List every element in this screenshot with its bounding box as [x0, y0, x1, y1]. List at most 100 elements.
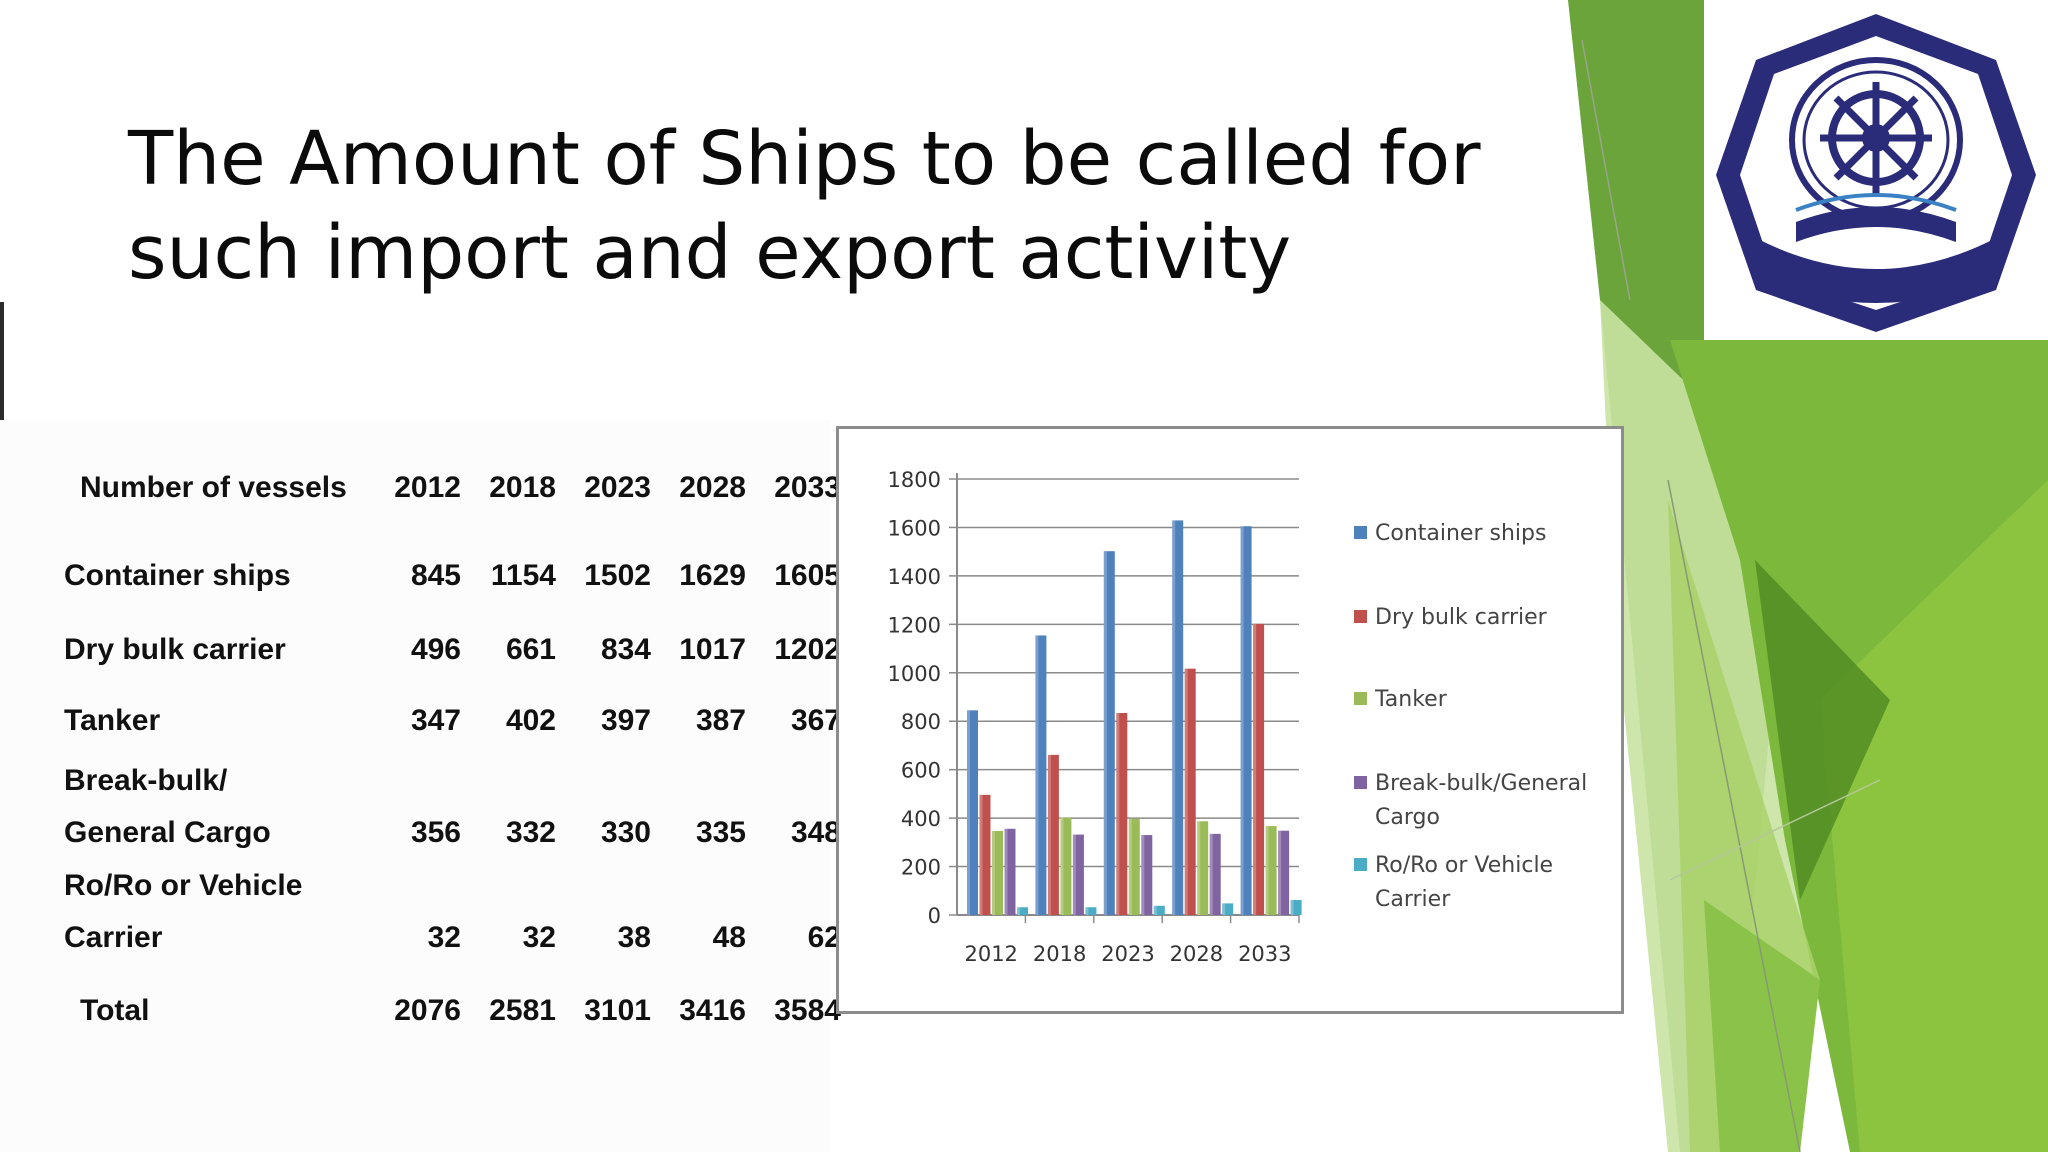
bar-tanker	[1265, 826, 1277, 915]
bar-container-ships	[1172, 520, 1184, 915]
row-label: Container ships	[64, 559, 291, 592]
cell-value: 387	[695, 704, 746, 737]
table-header-label: Number of vessels	[80, 471, 347, 504]
row-label: Carrier	[64, 921, 163, 954]
bar-dry-bulk-carrier	[1184, 668, 1196, 915]
table-row-label-line: Ro/Ro or Vehicle	[64, 859, 841, 913]
legend-label: Break-bulk/General	[1375, 771, 1587, 796]
table-row: Dry bulk carrier 496 661 834 1017 1202	[64, 613, 841, 687]
decorative-green-background	[1560, 0, 2048, 1152]
cell-value: 62	[807, 921, 841, 954]
bar-highlight	[1128, 818, 1132, 915]
bar-tanker	[1197, 821, 1209, 915]
bar-highlight	[992, 830, 995, 915]
cell-value: 335	[695, 816, 746, 849]
bar-highlight	[1240, 526, 1244, 915]
cell-value: 32	[427, 921, 461, 954]
bar-highlight	[1085, 907, 1089, 915]
bar-highlight	[1153, 905, 1157, 915]
bar-break-bulk-general-cargo	[1209, 833, 1221, 915]
cell-value: 845	[410, 559, 461, 592]
total-value: 2076	[394, 994, 461, 1027]
bar-break-bulk-general-cargo	[1141, 835, 1153, 915]
cell-value: 1629	[679, 559, 746, 592]
total-value: 3584	[774, 994, 841, 1027]
bar-break-bulk-general-cargo	[1278, 830, 1290, 915]
y-tick-label: 400	[901, 807, 941, 831]
cell-value: 38	[617, 921, 651, 954]
legend-swatch	[1354, 692, 1367, 705]
vessels-table: Number of vessels 2012 2018 2023 2028 20…	[64, 455, 841, 1039]
table-row: Container ships 845 1154 1502 1629 1605	[64, 539, 841, 613]
bar-container-ships	[1240, 526, 1252, 915]
y-tick-label: 1000	[888, 662, 941, 686]
cell-value: 347	[410, 704, 461, 737]
y-tick-label: 800	[901, 710, 941, 734]
bar-container-ships	[967, 710, 978, 915]
row-label: Ro/Ro or Vehicle	[64, 869, 303, 902]
bar-highlight	[1017, 907, 1020, 915]
bar-container-ships	[1103, 551, 1115, 915]
cell-value: 1154	[490, 559, 556, 592]
legend-swatch	[1354, 610, 1367, 623]
bar-ro-ro-or-vehicle-carrier	[1017, 907, 1028, 915]
cell-value: 32	[522, 921, 556, 954]
legend-label: Dry bulk carrier	[1375, 605, 1548, 630]
table-header-year: 2018	[489, 471, 556, 504]
bar-highlight	[1172, 520, 1176, 915]
total-value: 2581	[489, 994, 556, 1027]
cell-value: 1605	[774, 559, 841, 592]
y-tick-label: 1600	[888, 516, 941, 540]
bar-highlight	[1103, 551, 1107, 915]
logo-emblem	[1716, 14, 2036, 332]
cell-value: 367	[790, 704, 841, 737]
bar-chart-panel: 0 200 400 600 800 1000 1200 1400 1600 1800 2012 201…	[836, 426, 1624, 1014]
bar-highlight	[1290, 899, 1294, 915]
table-row: Tanker 347 402 397 387 367	[64, 687, 841, 755]
row-label: Tanker	[64, 704, 161, 737]
bar-ro-ro-or-vehicle-carrier	[1222, 903, 1234, 915]
bar-dry-bulk-carrier	[1047, 754, 1059, 915]
row-label: Break-bulk/	[64, 764, 228, 797]
row-label: Dry bulk carrier	[64, 633, 286, 666]
bar-highlight	[1265, 826, 1269, 915]
bar-ro-ro-or-vehicle-carrier	[1290, 899, 1302, 915]
cell-value: 1202	[774, 633, 841, 666]
y-tick-label: 1800	[888, 468, 941, 492]
legend-label: Cargo	[1375, 805, 1440, 830]
bar-highlight	[1141, 835, 1145, 915]
bar-highlight	[1116, 712, 1120, 915]
title-line-2: such import and export activity	[128, 210, 1292, 296]
y-tick-label: 0	[928, 904, 941, 928]
cell-value: 834	[600, 633, 651, 666]
table-header-year: 2012	[394, 471, 461, 504]
cell-value: 1017	[679, 633, 746, 666]
bar-highlight	[1047, 754, 1051, 915]
legend-swatch	[1354, 858, 1367, 871]
y-tick-label: 1200	[888, 613, 941, 637]
bar-highlight	[1072, 834, 1076, 915]
legend-label: Tanker	[1374, 687, 1448, 712]
y-tick-label: 600	[901, 759, 941, 783]
x-tick-label: 2033	[1238, 942, 1291, 966]
bar-highlight	[1004, 828, 1008, 915]
bar-highlight	[1184, 668, 1188, 915]
table-header-year: 2028	[679, 471, 746, 504]
bar-dry-bulk-carrier	[1253, 623, 1265, 915]
cell-value: 661	[505, 633, 556, 666]
bar-highlight	[1197, 821, 1201, 915]
bar-tanker	[992, 830, 1003, 915]
cell-value: 48	[712, 921, 746, 954]
bar-tanker	[1128, 818, 1140, 915]
table-row: General Cargo 356 332 330 335 348	[64, 807, 841, 859]
y-tick-label: 1400	[888, 565, 941, 589]
total-value: 3101	[584, 994, 651, 1027]
cell-value: 356	[410, 816, 461, 849]
cell-value: 332	[505, 816, 556, 849]
bar-highlight	[1060, 817, 1064, 915]
cell-value: 1502	[584, 559, 651, 592]
x-tick-label: 2018	[1033, 942, 1086, 966]
legend-label: Ro/Ro or Vehicle	[1375, 853, 1553, 878]
bar-dry-bulk-carrier	[979, 794, 991, 915]
cell-value: 330	[600, 816, 651, 849]
